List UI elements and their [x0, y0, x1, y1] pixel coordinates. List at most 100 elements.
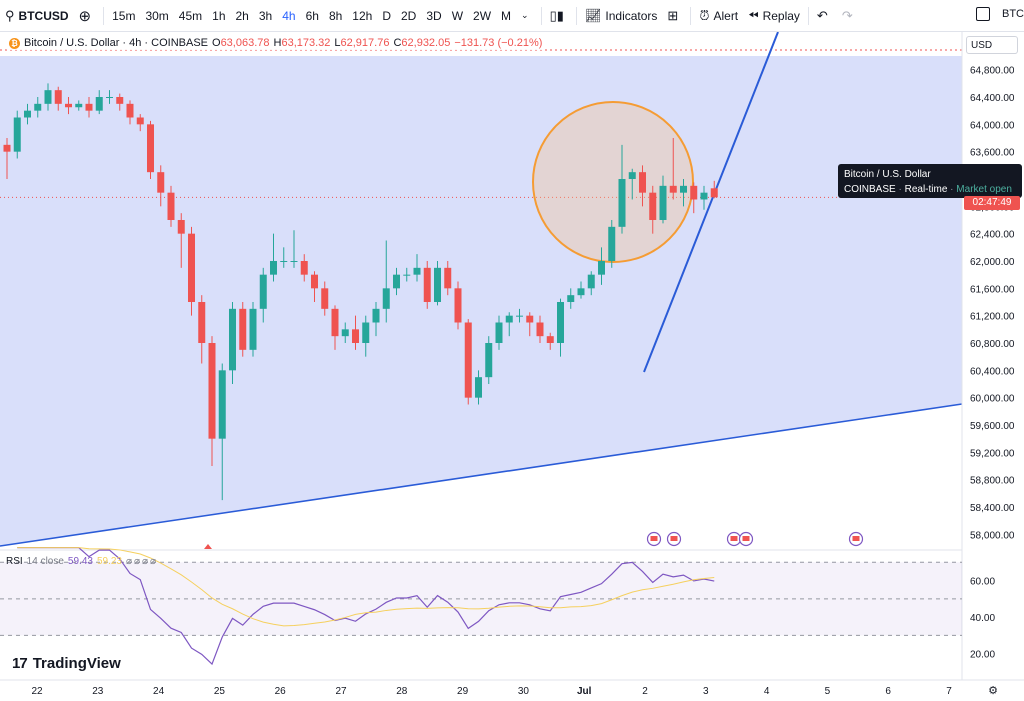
timeframe-15m[interactable]: 15m [112, 8, 136, 23]
candle-body[interactable] [331, 308, 339, 337]
candle-body[interactable] [444, 267, 452, 289]
candle-body[interactable] [710, 188, 718, 198]
indicators-button[interactable]: 📈︎ Indicators [580, 0, 663, 32]
compare-button[interactable]: ⊕ [74, 0, 101, 32]
candle-body[interactable] [147, 124, 154, 173]
replay-button[interactable]: ⏪︎ Replay [743, 0, 805, 32]
candle-body[interactable] [126, 103, 134, 118]
candle-body[interactable] [393, 274, 400, 289]
candle-body[interactable] [485, 343, 493, 378]
candle-body[interactable] [536, 322, 544, 337]
candle-body[interactable] [659, 185, 667, 220]
candle-body[interactable] [505, 315, 513, 323]
price-chart[interactable]: 64,800.0064,400.0064,000.0063,600.0063,2… [0, 32, 1024, 701]
rsi-settings-icons[interactable]: ⌀⌀⌀⌀ [125, 556, 159, 567]
candle-body[interactable] [526, 315, 534, 323]
timeframe-12h[interactable]: 12h [352, 8, 373, 23]
candle-body[interactable] [598, 261, 605, 275]
candle-body[interactable] [300, 261, 308, 275]
candle-body[interactable] [495, 322, 503, 344]
candle-body[interactable] [516, 315, 523, 317]
candle-body[interactable] [249, 308, 257, 350]
settings-icon[interactable]: ⚙ [988, 685, 998, 697]
candle-body[interactable] [280, 261, 288, 262]
fullscreen-icon[interactable] [976, 7, 990, 21]
candle-body[interactable] [3, 144, 11, 152]
candle-body[interactable] [669, 185, 677, 193]
candle-body[interactable] [464, 322, 472, 398]
candle-body[interactable] [608, 226, 616, 261]
candle-body[interactable] [639, 172, 646, 193]
alert-button[interactable]: ⏰︎ Alert [694, 0, 743, 32]
templates-button[interactable]: ⊞ [662, 0, 687, 32]
candle-body[interactable] [54, 90, 62, 104]
candle-body[interactable] [95, 97, 103, 111]
candle-body[interactable] [239, 308, 247, 350]
candle-body[interactable] [270, 261, 277, 275]
candle-body[interactable] [321, 288, 329, 309]
candle-body[interactable] [628, 172, 636, 179]
timeframe-3d[interactable]: 3D [426, 8, 442, 23]
candle-body[interactable] [85, 103, 93, 111]
candle-body[interactable] [136, 117, 144, 125]
candle-body[interactable] [290, 261, 298, 262]
candle-body[interactable] [352, 329, 359, 343]
candle-body[interactable] [24, 110, 31, 118]
candle-body[interactable] [587, 274, 595, 289]
timeframe-2h[interactable]: 2h [235, 8, 249, 23]
candle-body[interactable] [167, 192, 175, 220]
candle-body[interactable] [106, 97, 113, 98]
candle-body[interactable] [382, 288, 390, 309]
candle-body[interactable] [218, 370, 226, 439]
chart-type-button[interactable]: ▯▮ [545, 0, 573, 32]
timeframe-3h[interactable]: 3h [258, 8, 273, 23]
redo-button[interactable]: ↷ [837, 0, 862, 32]
currency-select[interactable]: USD [966, 36, 1018, 54]
timeframe-m[interactable]: M [501, 8, 512, 23]
symbol-search[interactable]: ⚲ BTCUSD [0, 0, 74, 32]
candle-body[interactable] [362, 322, 370, 344]
timeframe-45m[interactable]: 45m [178, 8, 203, 23]
candle-body[interactable] [690, 185, 698, 200]
timeframe-w[interactable]: W [451, 8, 464, 23]
candle-body[interactable] [454, 288, 462, 323]
timeframe-6h[interactable]: 6h [305, 8, 319, 23]
timeframe-d[interactable]: D [382, 8, 391, 23]
candle-body[interactable] [34, 103, 42, 111]
candle-body[interactable] [413, 267, 421, 275]
candle-body[interactable] [259, 274, 267, 309]
undo-button[interactable]: ↶ [812, 0, 837, 32]
candle-body[interactable] [649, 192, 657, 220]
candle-body[interactable] [157, 172, 165, 193]
trend-line-lower[interactable] [0, 403, 963, 547]
candle-body[interactable] [618, 179, 626, 227]
candle-body[interactable] [434, 267, 441, 302]
candle-body[interactable] [577, 288, 585, 296]
candle-body[interactable] [229, 308, 236, 371]
timeframe-1h[interactable]: 1h [212, 8, 226, 23]
candle-body[interactable] [198, 302, 206, 343]
candle-body[interactable] [546, 336, 554, 343]
candle-body[interactable] [372, 308, 380, 323]
timeframe-4h[interactable]: 4h [282, 8, 296, 23]
candle-body[interactable] [44, 90, 52, 104]
candle-body[interactable] [116, 97, 124, 104]
candle-body[interactable] [403, 274, 411, 276]
timeframe-2d[interactable]: 2D [401, 8, 417, 23]
candle-body[interactable] [208, 343, 216, 439]
timeframe-30m[interactable]: 30m [145, 8, 169, 23]
layout-label[interactable]: BTC [1002, 8, 1024, 20]
candle-body[interactable] [700, 192, 708, 200]
candle-body[interactable] [341, 329, 349, 337]
candle-body[interactable] [475, 377, 482, 398]
candle-body[interactable] [680, 185, 687, 193]
tradingview-logo[interactable]: 17 TradingView [12, 655, 121, 672]
candle-body[interactable] [75, 103, 83, 108]
timeframe-8h[interactable]: 8h [328, 8, 343, 23]
candle-body[interactable] [188, 233, 195, 302]
candle-body[interactable] [557, 302, 564, 343]
timeframe-dropdown[interactable]: ⌄ [516, 0, 538, 32]
timeframe-2w[interactable]: 2W [473, 8, 492, 23]
candle-body[interactable] [567, 295, 575, 302]
candle-body[interactable] [423, 267, 431, 302]
